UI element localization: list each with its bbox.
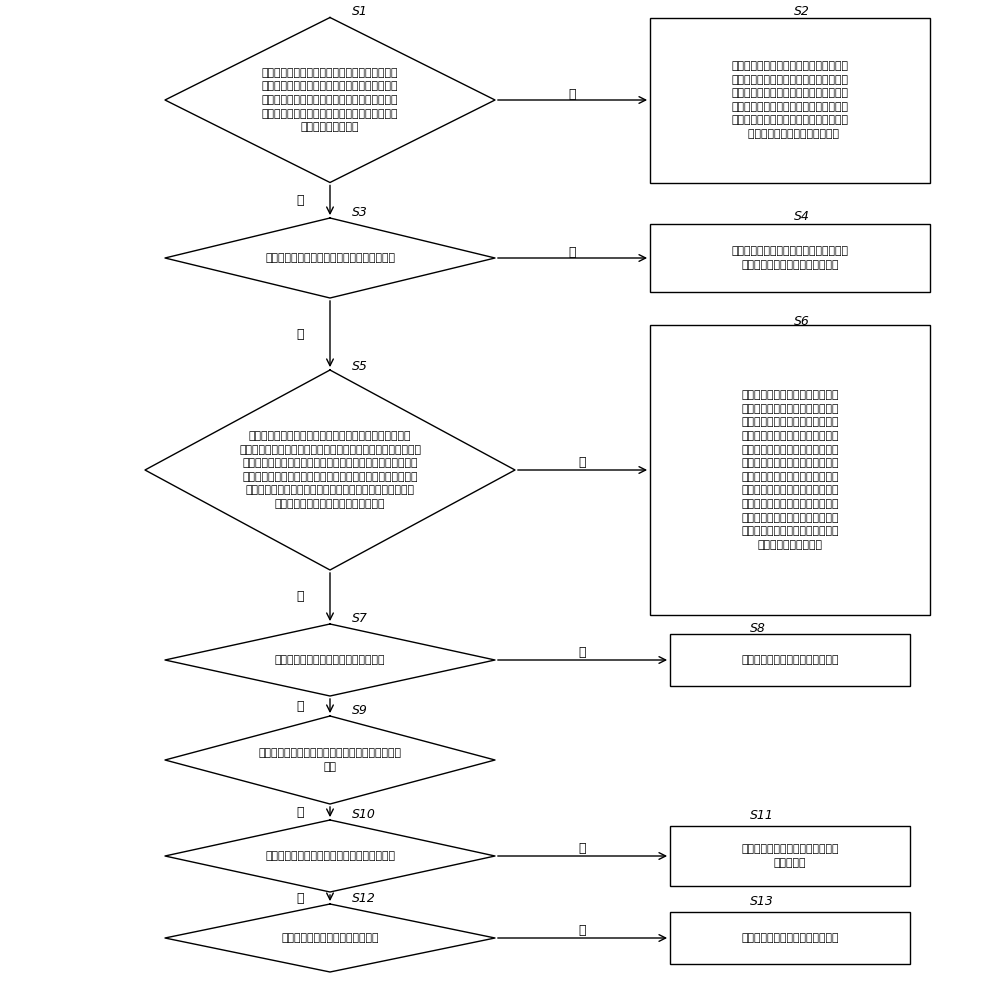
- Text: 否: 否: [569, 87, 576, 100]
- Text: 否: 否: [579, 647, 586, 660]
- Text: 判断定子冷却水箱内的液位是否高于预设液位: 判断定子冷却水箱内的液位是否高于预设液位: [265, 253, 395, 263]
- Text: S3: S3: [352, 206, 368, 219]
- Text: 判断是否第一及第二定子冷却水泵入口电动门已开，且第
一及第二定子冷却水泵出口电动门已关，且第一冷却器入口、出
口电动门已开，且第二冷却器入口、出口电动门已关，且: 判断是否第一及第二定子冷却水泵入口电动门已开，且第 一及第二定子冷却水泵出口电动…: [239, 431, 421, 509]
- Polygon shape: [165, 624, 495, 696]
- Text: 判断第一定子冷却水泵的出口电动门是否已开: 判断第一定子冷却水泵的出口电动门是否已开: [265, 851, 395, 861]
- Polygon shape: [165, 904, 495, 972]
- Bar: [650, 325, 930, 615]
- Text: 判断是否已投入定子冷却水泵联锁: 判断是否已投入定子冷却水泵联锁: [281, 933, 379, 943]
- Text: 否: 否: [569, 245, 576, 259]
- Bar: [650, 18, 930, 183]
- Bar: [670, 826, 910, 886]
- Text: 是: 是: [296, 193, 304, 206]
- Text: S6: S6: [794, 315, 810, 328]
- Text: S4: S4: [794, 210, 810, 223]
- Text: 是: 是: [296, 892, 304, 905]
- Text: 发出启动第一定子冷却水泵的指令: 发出启动第一定子冷却水泵的指令: [741, 655, 839, 665]
- Text: 是: 是: [296, 806, 304, 818]
- Text: 发出开启定冷水箱补水电动门及定冷水箱
补水调阀的指令，及关闭定冷水箱补水旁
路电动门的指令，及开启离子交换器补水
电动门的指令，及开启离子交换器补水滤
网的入口: 发出开启定冷水箱补水电动门及定冷水箱 补水调阀的指令，及关闭定冷水箱补水旁 路电…: [732, 61, 848, 139]
- Text: S1: S1: [352, 5, 368, 18]
- Text: S9: S9: [352, 704, 368, 717]
- Polygon shape: [165, 820, 495, 892]
- Polygon shape: [165, 18, 495, 183]
- Text: 是: 是: [296, 327, 304, 340]
- Text: S13: S13: [750, 895, 774, 908]
- Text: S11: S11: [750, 809, 774, 822]
- Text: 发出开启第一及第二定子冷却水泵
入口电动门的指令，及关闭第一及
第二定子冷却水泵出口电动门的指
令，及开启第一冷却器入口和出口
电动门的指令，及关闭第二冷却器
: 发出开启第一及第二定子冷却水泵 入口电动门的指令，及关闭第一及 第二定子冷却水泵…: [741, 390, 839, 550]
- Text: 否: 否: [579, 456, 586, 469]
- Text: S2: S2: [794, 5, 810, 18]
- Text: 否: 否: [579, 925, 586, 937]
- Text: 发出开启第一定子冷却水泵出口电
动门的指令: 发出开启第一定子冷却水泵出口电 动门的指令: [741, 844, 839, 868]
- Bar: [650, 224, 930, 292]
- Text: 发出将定冷水箱补水调阀投自动的指令及
关闭离子交换器补水电动门的指令: 发出将定冷水箱补水调阀投自动的指令及 关闭离子交换器补水电动门的指令: [732, 246, 848, 270]
- Text: 判断所述第一定子冷却水泵是否已启动: 判断所述第一定子冷却水泵是否已启动: [275, 655, 385, 665]
- Text: 否: 否: [579, 842, 586, 855]
- Text: 是: 是: [296, 699, 304, 712]
- Bar: [670, 912, 910, 964]
- Polygon shape: [165, 218, 495, 298]
- Text: 判断是否定冷水箱补水电动门及定冷水箱补水调
阀均已开，且定冷水箱补水旁路电动门已关，且
离子交换器补水电动门已开，且离子交换器补水
滤网的入口电动门及出口电动门: 判断是否定冷水箱补水电动门及定冷水箱补水调 阀均已开，且定冷水箱补水旁路电动门已…: [262, 67, 398, 132]
- Text: 发出投入定子冷却水泵联锁的指令: 发出投入定子冷却水泵联锁的指令: [741, 933, 839, 943]
- Text: S5: S5: [352, 360, 368, 373]
- Text: S12: S12: [352, 892, 376, 905]
- Text: S10: S10: [352, 808, 376, 821]
- Bar: [670, 634, 910, 686]
- Text: 判断定子冷却水泵出口母管的压力是否大于预设压
力值: 判断定子冷却水泵出口母管的压力是否大于预设压 力值: [258, 748, 402, 772]
- Text: S7: S7: [352, 612, 368, 625]
- Polygon shape: [145, 370, 515, 570]
- Polygon shape: [165, 716, 495, 804]
- Text: S8: S8: [750, 622, 766, 635]
- Text: 是: 是: [296, 590, 304, 603]
